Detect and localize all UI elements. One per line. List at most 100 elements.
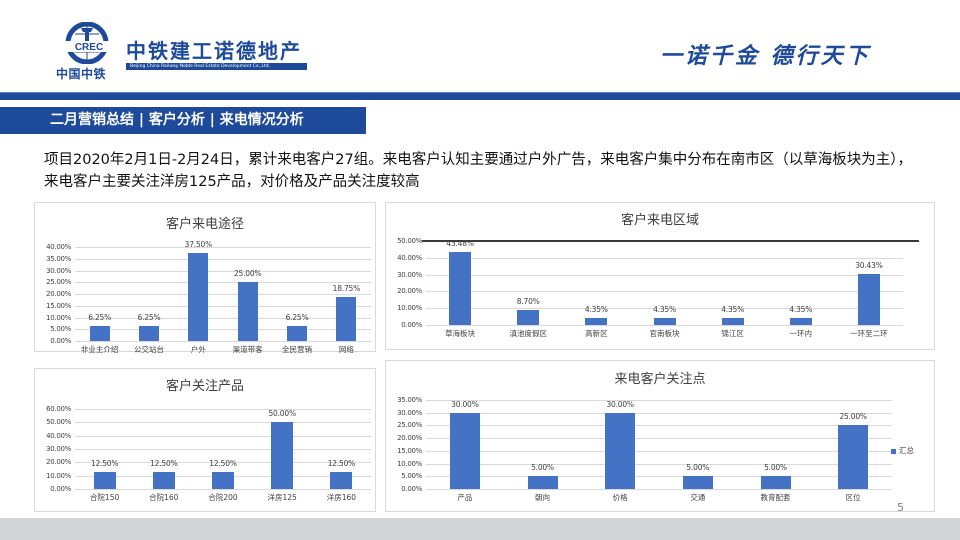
y-tick-label: 15.00% (46, 301, 71, 310)
gridline (75, 422, 371, 424)
bar (336, 296, 357, 341)
gridline (426, 308, 903, 310)
legend-label: 汇总 (899, 446, 914, 455)
y-tick-label: 40.00% (46, 243, 71, 251)
bar-value-label: 5.00% (686, 463, 710, 473)
bar-value-label: 30.43% (855, 260, 883, 270)
category-label: 官南板块 (649, 329, 680, 338)
brand-english-name: Beijing China Railway Noble Real Estate … (126, 63, 307, 70)
gridline (426, 257, 903, 259)
bar (287, 326, 307, 341)
bar (517, 310, 540, 325)
crec-emblem-icon: CREC (65, 22, 113, 64)
y-tick-label: 50.00% (46, 418, 71, 427)
y-tick-label: 10.00% (46, 471, 71, 480)
bar-value-label: 8.70% (516, 297, 540, 307)
category-label: 洋房160 (326, 493, 357, 502)
reference-line (422, 240, 919, 242)
bar-value-label: 12.50% (327, 459, 356, 469)
y-tick-label: 0.00% (50, 485, 71, 493)
company-logo: CREC 中国中铁 (55, 22, 120, 81)
y-tick-label: 30.00% (46, 445, 71, 453)
bar-value-label: 30.00% (606, 399, 634, 409)
category-label: 朝向 (535, 493, 550, 502)
plot-area (426, 241, 903, 326)
category-label: 产品 (457, 493, 473, 502)
bar (330, 472, 353, 489)
category-label: 区位 (845, 493, 861, 502)
gridline (426, 476, 892, 478)
bar (838, 425, 869, 489)
bar (449, 251, 472, 325)
category-label: 高新区 (585, 329, 608, 338)
gridline (426, 412, 892, 414)
category-label: 滇池度假区 (509, 329, 547, 338)
y-tick-label: 20.00% (397, 434, 422, 443)
y-tick-label: 10.00% (397, 459, 422, 468)
logo-text: 中国中铁 (56, 67, 107, 81)
gridline (75, 409, 371, 410)
bar-value-label: 5.00% (531, 463, 554, 473)
bar (449, 412, 480, 489)
category-label: 渠道带客 (232, 345, 263, 354)
y-tick-label: 35.00% (397, 396, 422, 404)
bar (760, 476, 791, 489)
y-tick-label: 20.00% (397, 287, 422, 296)
bar (139, 326, 159, 341)
slogan: 一诺千金 德行天下 (660, 43, 871, 69)
category-label: 合院200 (208, 493, 238, 502)
bar-value-label: 18.75% (332, 283, 361, 293)
category-label: 洋房125 (267, 493, 297, 502)
category-label: 非业主介绍 (80, 345, 119, 354)
plot-area (426, 400, 892, 490)
y-tick-label: 30.00% (397, 408, 422, 417)
gridline (426, 438, 892, 440)
category-label: 价格 (612, 493, 628, 502)
gridline (75, 258, 371, 260)
y-tick-label: 0.00% (50, 337, 71, 345)
gridline (75, 329, 371, 331)
chart-customer-focus: 来电客户关注点 0.00% 5.00% 10.00% 15.00% 20.00% 25.00… (385, 360, 935, 512)
bar (585, 317, 608, 325)
category-label: 全民营销 (282, 345, 312, 354)
category-label: 一环内 (789, 329, 813, 338)
bar (653, 317, 676, 325)
bar-value-label: 30.00% (451, 399, 479, 409)
bar (857, 273, 880, 325)
bar-value-label: 6.25% (137, 313, 161, 323)
gridline (75, 247, 371, 248)
chart-title: 来电客户关注点 (614, 372, 706, 387)
bar (212, 472, 234, 489)
bar-value-label: 4.35% (789, 304, 813, 314)
gridline (426, 400, 892, 401)
chart-title: 客户来电途径 (165, 217, 244, 232)
category-label: 合院150 (89, 493, 120, 502)
y-tick-label: 50.00% (397, 237, 422, 245)
chart-product-interest: 客户关注产品 0.00% 10.00% 20.00% 30.00% 40.00% 50.00… (34, 368, 376, 512)
y-tick-label: 25.00% (397, 421, 422, 430)
bar (527, 476, 558, 489)
bar (271, 422, 294, 489)
bar-value-label: 5.00% (764, 463, 787, 473)
y-tick-label: 5.00% (401, 472, 422, 481)
bar (721, 317, 744, 325)
bar-value-label: 25.00% (233, 269, 262, 279)
chart-call-regions: 客户来电区域 0.00% 10.00% 20.00% 30.00% 40.00% 50.00… (385, 202, 935, 350)
gridline (75, 462, 371, 464)
gridline (426, 450, 892, 452)
gridline (426, 489, 892, 490)
footer-band (0, 518, 960, 540)
header-divider-bar (0, 92, 960, 100)
chart-title: 客户关注产品 (165, 379, 244, 394)
y-tick-label: 10.00% (397, 304, 422, 313)
chart-call-channels: 客户来电途径 0.00% 5.00% 10.00% 15.00% 20.00% 25.00%… (34, 202, 376, 354)
page-number: 5 (897, 501, 904, 514)
y-tick-label: 40.00% (46, 431, 71, 440)
gridline (75, 317, 371, 319)
gridline (75, 294, 371, 295)
bar (682, 476, 713, 489)
category-label: 草海板块 (445, 329, 476, 338)
y-tick-label: 20.00% (46, 458, 71, 467)
bar-value-label: 4.35% (721, 304, 745, 314)
category-label: 锦江区 (721, 329, 744, 338)
